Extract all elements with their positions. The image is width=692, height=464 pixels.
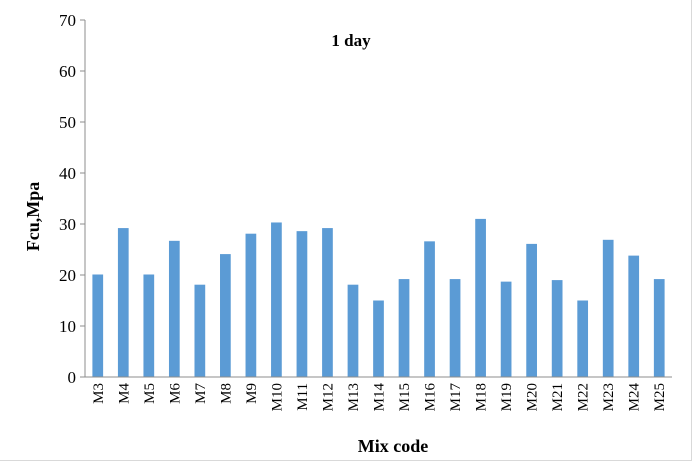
bar-m5 xyxy=(143,274,155,377)
bar-m3 xyxy=(92,274,104,377)
x-tick-label-m22: M22 xyxy=(576,383,592,411)
bar-m12 xyxy=(322,228,333,377)
bars-group xyxy=(92,218,665,377)
y-tick-label: 30 xyxy=(59,215,76,234)
bar-m25 xyxy=(653,279,665,377)
bar-m13 xyxy=(347,284,359,377)
y-axis-title: Fcu,Mpa xyxy=(23,182,43,252)
y-tick-label: 40 xyxy=(59,164,76,183)
bar-m21 xyxy=(551,280,563,377)
x-tick-label-m12: M12 xyxy=(320,383,336,411)
bar-m15 xyxy=(398,279,410,377)
y-tick-label: 50 xyxy=(59,113,76,132)
bar-m14 xyxy=(373,300,384,377)
bar-m18 xyxy=(475,218,486,377)
x-tick-label-m19: M19 xyxy=(499,383,515,411)
y-tick-label: 10 xyxy=(59,317,76,336)
y-tick-label: 70 xyxy=(59,11,76,30)
x-tick-label-m11: M11 xyxy=(295,383,311,411)
x-tick-label-m24: M24 xyxy=(627,383,643,412)
chart-title: 1 day xyxy=(331,31,371,50)
bar-m11 xyxy=(296,231,308,377)
y-axis-ticks: 0 10 20 30 40 50 60 70 xyxy=(59,11,85,387)
x-tick-label-m25: M25 xyxy=(652,383,668,411)
x-tick-label-m6: M6 xyxy=(167,383,183,404)
bar-m19 xyxy=(500,281,512,377)
x-tick-label-m20: M20 xyxy=(525,383,541,411)
bar-m20 xyxy=(526,243,537,377)
x-tick-label-m13: M13 xyxy=(346,383,362,411)
bar-m17 xyxy=(449,279,461,377)
y-tick-label: 0 xyxy=(68,368,77,387)
bar-m23 xyxy=(602,239,614,377)
x-axis-title: Mix code xyxy=(358,436,428,456)
x-axis-labels: M3 M4 M5 M6 M7 M8 M9 M10 M11 M12 M13 M14 M15 M16 M17 M1… xyxy=(91,383,668,412)
x-tick-label-m14: M14 xyxy=(372,383,388,412)
x-tick-label-m3: M3 xyxy=(91,383,107,404)
x-tick-label-m17: M17 xyxy=(448,383,464,412)
x-tick-label-m16: M16 xyxy=(423,383,439,412)
bar-m8 xyxy=(220,254,231,377)
x-tick-label-m15: M15 xyxy=(397,383,413,411)
bar-m9 xyxy=(245,233,257,377)
bar-m6 xyxy=(168,240,180,377)
x-tick-label-m9: M9 xyxy=(244,383,260,404)
x-tick-label-m5: M5 xyxy=(142,383,158,404)
bar-m22 xyxy=(577,300,589,377)
x-tick-label-m23: M23 xyxy=(601,383,617,411)
x-tick-label-m7: M7 xyxy=(193,383,209,404)
bar-m7 xyxy=(194,284,206,377)
bar-m10 xyxy=(271,222,282,377)
y-tick-label: 20 xyxy=(59,266,76,285)
bar-m24 xyxy=(628,255,640,377)
x-tick-label-m8: M8 xyxy=(218,383,234,404)
bar-m16 xyxy=(424,241,435,377)
x-tick-label-m21: M21 xyxy=(550,383,566,411)
y-tick-label: 60 xyxy=(59,62,76,81)
x-tick-label-m10: M10 xyxy=(269,383,285,411)
x-tick-label-m4: M4 xyxy=(116,383,132,404)
x-tick-label-m18: M18 xyxy=(474,383,490,411)
bar-m4 xyxy=(117,228,129,377)
